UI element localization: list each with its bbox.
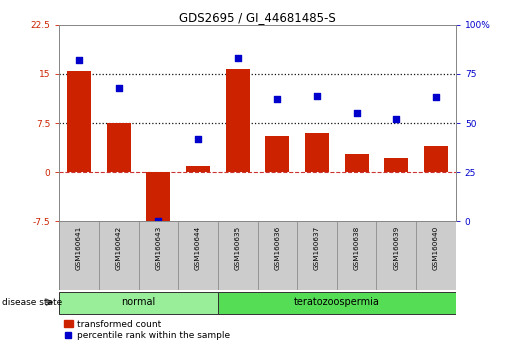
Point [75,57,83,63]
Text: GSM160640: GSM160640 [433,225,439,270]
Point [392,116,401,122]
Bar [139,221,178,290]
Point [352,110,360,116]
Bar [99,221,139,290]
Text: normal: normal [122,297,156,307]
Text: GSM160639: GSM160639 [393,225,399,270]
Bar [186,166,210,172]
Bar [59,221,99,290]
Point [194,136,202,142]
Text: teratozoospermia: teratozoospermia [294,297,380,307]
Text: disease state: disease state [2,298,62,307]
Bar [178,221,218,290]
Text: GSM160638: GSM160638 [354,225,359,270]
Bar [297,221,337,290]
Bar [258,221,297,290]
Title: GDS2695 / GI_44681485-S: GDS2695 / GI_44681485-S [179,11,336,24]
Bar [305,133,329,172]
Bar [218,221,258,290]
Bar [265,136,289,172]
Bar [226,69,250,172]
Bar [107,123,131,172]
Point [432,95,440,100]
Point [234,55,242,61]
Bar [376,221,416,290]
Point [273,97,281,102]
Bar [337,221,376,290]
Bar [59,292,218,314]
Point [154,218,163,224]
Text: GSM160644: GSM160644 [195,225,201,270]
Text: GSM160641: GSM160641 [76,225,82,270]
Text: GSM160642: GSM160642 [116,225,122,270]
Point [114,85,123,91]
Legend: transformed count, percentile rank within the sample: transformed count, percentile rank withi… [64,320,230,340]
Text: GSM160637: GSM160637 [314,225,320,270]
Text: GSM160636: GSM160636 [274,225,280,270]
Text: GSM160635: GSM160635 [235,225,241,270]
Bar [424,146,448,172]
Bar [218,292,456,314]
Bar [416,221,456,290]
Bar [146,172,170,228]
Text: GSM160643: GSM160643 [156,225,161,270]
Bar [345,154,369,172]
Point [313,93,321,98]
Bar [67,71,91,172]
Bar [384,158,408,172]
